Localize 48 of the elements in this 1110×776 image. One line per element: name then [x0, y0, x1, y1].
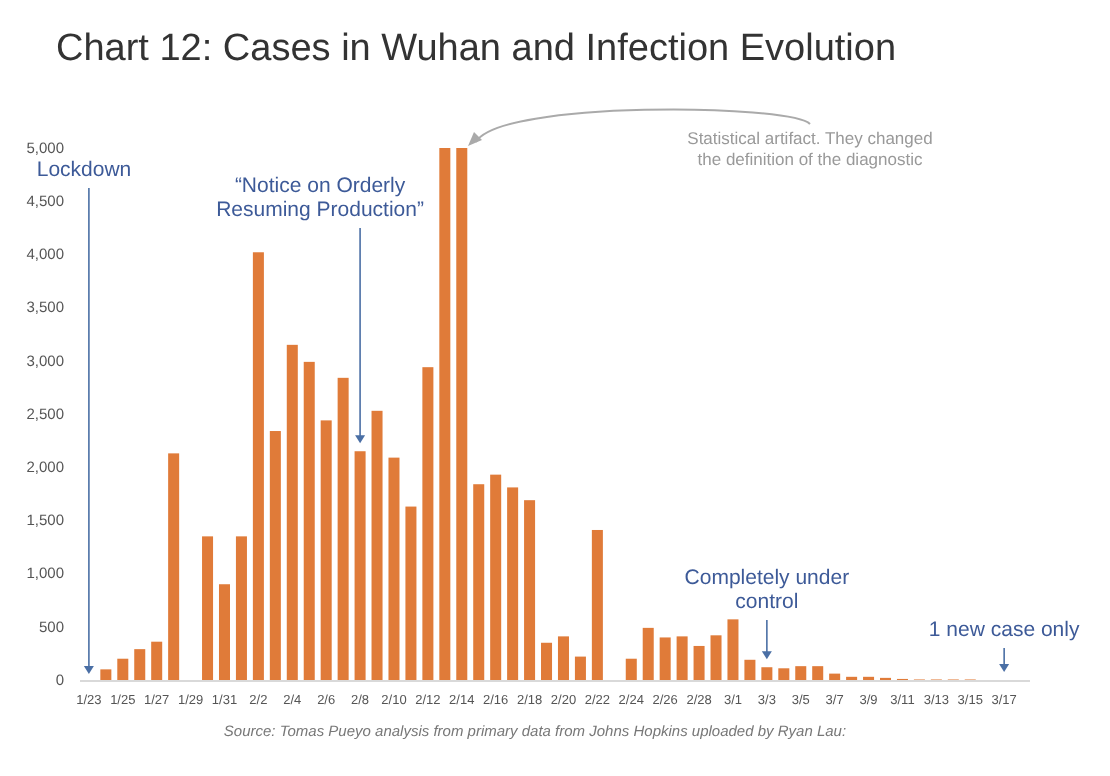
bar — [117, 658, 129, 680]
annotation: Lockdown — [36, 158, 132, 182]
bar — [591, 529, 603, 680]
bar — [168, 453, 180, 680]
bar — [202, 536, 214, 680]
bar — [557, 636, 569, 680]
annotation: Completely under control — [684, 566, 851, 614]
annotation: 1 new case only — [928, 618, 1081, 642]
bar — [727, 619, 739, 680]
bar — [541, 642, 553, 680]
bar — [829, 673, 841, 680]
chart-title: Chart 12: Cases in Wuhan and Infection Evolution — [56, 28, 897, 70]
bar — [473, 484, 485, 680]
bar — [812, 666, 824, 680]
bar — [134, 649, 146, 680]
bar — [337, 377, 349, 680]
bar — [371, 410, 383, 680]
bar — [693, 645, 705, 680]
bar — [761, 667, 773, 680]
bar — [303, 361, 315, 680]
bar — [642, 627, 654, 680]
bar — [456, 148, 468, 680]
bar — [252, 252, 264, 680]
bar — [422, 367, 434, 680]
bar — [524, 500, 536, 680]
bar — [235, 536, 247, 680]
bar — [405, 506, 417, 680]
bar — [659, 637, 671, 680]
bar — [269, 431, 281, 680]
bar — [574, 656, 586, 680]
bar — [676, 636, 688, 680]
bar — [795, 666, 807, 680]
bar — [744, 659, 756, 680]
annotation: “Notice on Orderly Resuming Production” — [216, 174, 425, 222]
annotation: Statistical artifact. They changed the definition of the diagnostic — [687, 128, 934, 169]
bar — [388, 457, 400, 680]
bar — [625, 658, 637, 680]
bar — [490, 474, 502, 680]
bar — [151, 641, 163, 680]
bar — [286, 344, 298, 680]
bar — [218, 584, 230, 680]
bar — [354, 451, 366, 680]
bar — [710, 635, 722, 680]
bar — [100, 669, 112, 680]
bar — [439, 148, 451, 680]
bar — [320, 420, 332, 680]
bar — [778, 668, 790, 680]
bar — [507, 487, 519, 680]
